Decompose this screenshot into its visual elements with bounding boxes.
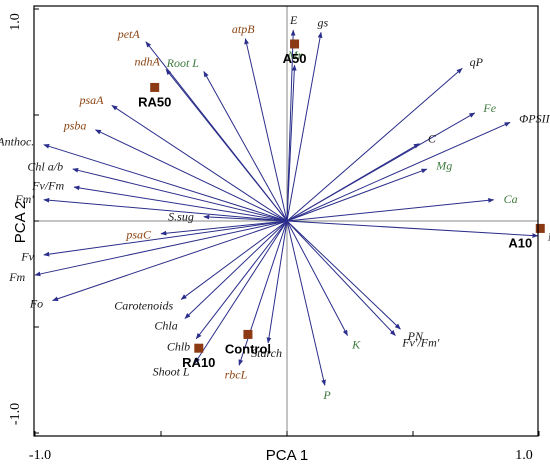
loading-label-fv: Fv [20, 249, 34, 263]
x-axis-title: PCA 1 [266, 447, 309, 464]
loading-label-peta: petA [117, 27, 141, 41]
loading-label-anthoc: Anthoc. [0, 135, 34, 149]
y-axis-title: PCA 2 [12, 201, 29, 244]
x-tick-label-max: 1.0 [515, 448, 533, 463]
y-tick-label-min: -1.0 [8, 403, 23, 425]
sample-markers: A50 RA50 A10 Control RA10 [138, 39, 545, 370]
loading-arrow-chla [184, 220, 288, 319]
loading-label-root-l: Root L [166, 56, 200, 70]
loading-label-c: C [428, 132, 437, 146]
loading-arrow-psac [160, 220, 288, 236]
loading-label-starch: Starch [251, 346, 282, 360]
loading-label-shoot-l: Shoot L [153, 364, 190, 378]
loading-label-chl-a-b: Chl a/b [27, 160, 63, 174]
loading-label-pn: PN [407, 329, 424, 343]
loading-arrow-c [286, 143, 420, 222]
loading-label-np: NP [547, 229, 550, 243]
loading-arrow-ca [286, 197, 495, 222]
loading-arrow-carotenoids [180, 220, 288, 300]
loading-arrow-ndha [165, 68, 288, 222]
loading-arrows [34, 29, 539, 386]
loading-label-psii: ΦPSII [519, 111, 550, 125]
loading-label-gs: gs [317, 15, 328, 29]
loading-label-psaa: psaA [79, 93, 105, 107]
loading-label-ndha: ndhA [134, 55, 160, 69]
sample-label-control: Control [225, 341, 271, 356]
loading-arrow-fv [43, 220, 288, 257]
loading-label-psba: psba [63, 119, 87, 133]
y-tick-label-max: 1.0 [8, 13, 23, 31]
sample-marker-ra50 [150, 82, 160, 92]
loading-label-mg: Mg [435, 159, 452, 173]
loading-arrow-fv-fm [73, 185, 288, 222]
loading-label-carotenoids: Carotenoids [114, 298, 173, 312]
sample-label-a10: A10 [508, 235, 532, 250]
loading-label-psac: psaC [125, 228, 152, 242]
loading-arrow-mr [286, 64, 297, 222]
loading-arrow-fm [43, 197, 288, 222]
loading-label-fm: Fm' [14, 192, 34, 206]
loading-label-mr: Mr [287, 48, 303, 62]
sample-marker-a50 [290, 39, 300, 49]
loading-arrow-root-l [203, 71, 288, 222]
loading-arrow-atpb [244, 38, 288, 222]
loading-label-fe: Fe [482, 101, 496, 115]
loading-arrow-p [286, 220, 326, 386]
loading-arrow-mg [286, 168, 428, 222]
sample-marker-a10 [535, 223, 545, 233]
loading-labels: Egs atpB petA ndhA Root L Mr qP Fe ΦPSII C Mg Ca NP p… [0, 13, 550, 402]
loading-label-s-sug: S.sug [168, 209, 194, 223]
loading-arrow-fo [52, 220, 288, 302]
loading-label-qp: qP [470, 55, 484, 69]
loading-arrow-s-sug [203, 214, 288, 222]
sample-marker-ra10 [194, 343, 204, 353]
loading-arrow-psba [94, 129, 288, 222]
loading-arrow-qp [286, 67, 463, 222]
loading-label-ca: Ca [504, 192, 518, 206]
loading-arrow-pn [286, 220, 401, 330]
loading-arrow-starch [266, 220, 288, 344]
loading-label-chlb: Chlb [167, 340, 190, 354]
sample-label-a50: A50 [283, 51, 307, 66]
loading-label-p: P [322, 388, 331, 402]
loading-arrow-fv-fm [286, 220, 396, 336]
x-tick-label-min: -1.0 [29, 448, 51, 463]
loading-arrow-psii [286, 121, 511, 222]
sample-marker-control [243, 329, 253, 339]
loading-label-e: E [289, 13, 298, 27]
loading-arrow-chlb [195, 220, 288, 340]
sample-label-ra10: RA10 [182, 355, 215, 370]
axis-ticks [34, 8, 540, 436]
loading-label-fv-fm: Fv'/Fm' [401, 336, 440, 350]
loading-arrow-psaa [111, 105, 288, 222]
loading-arrow-anthoc [43, 144, 288, 222]
loading-arrow-rbcl [238, 220, 288, 366]
loading-label-chla: Chla [154, 318, 177, 332]
loading-label-atpb: atpB [232, 22, 255, 36]
loading-arrow-np [286, 220, 539, 238]
sample-label-ra50: RA50 [138, 94, 171, 109]
loading-label-k: K [351, 337, 361, 351]
loading-arrow-shoot-l [194, 220, 288, 364]
loading-label-fo: Fo [29, 297, 43, 311]
loading-label-fv-fm: Fv/Fm [31, 179, 64, 193]
loading-arrow-chl-a-b [72, 168, 288, 222]
loading-arrow-gs [286, 31, 323, 222]
loading-label-fm: Fm [8, 270, 25, 284]
loading-arrow-fm [34, 220, 288, 277]
loading-arrow-k [286, 220, 348, 337]
loading-label-rbcl: rbcL [225, 368, 248, 382]
